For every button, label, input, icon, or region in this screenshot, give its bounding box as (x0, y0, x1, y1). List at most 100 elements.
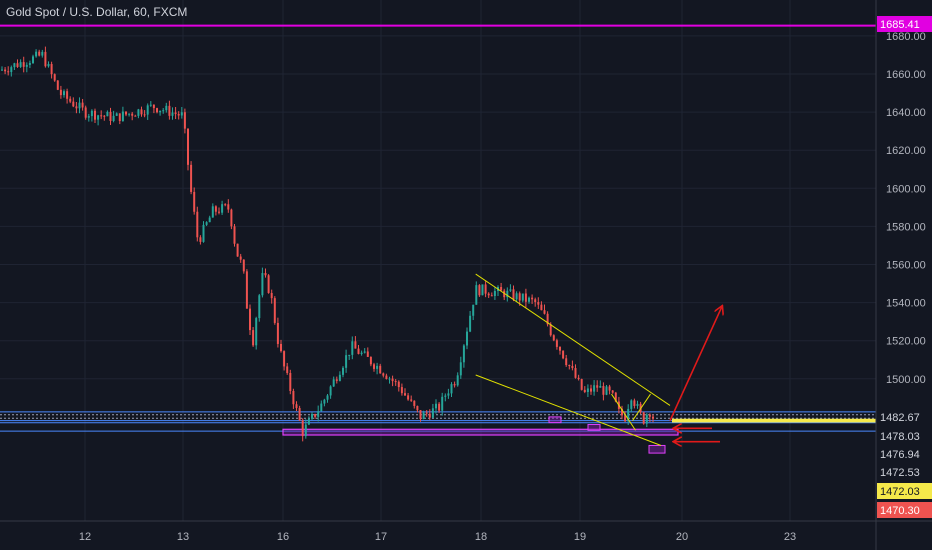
candle-body (118, 113, 121, 122)
price-label: 1482.67 (880, 412, 920, 424)
candle-body (493, 290, 496, 296)
candle-body (404, 393, 406, 396)
candle-body (593, 385, 596, 392)
candle-body (466, 331, 468, 346)
candle-body (546, 313, 549, 325)
candle-body (624, 415, 627, 422)
y-tick-label: 1640.00 (886, 107, 926, 119)
candle-body (596, 385, 599, 388)
candle-body (25, 64, 28, 67)
candle-body (137, 109, 140, 116)
candle-body (351, 341, 354, 355)
candle-body (75, 106, 78, 109)
candle-body (366, 351, 369, 357)
candle-body (286, 366, 289, 373)
candle-body (255, 318, 258, 346)
candle-body (571, 366, 574, 369)
y-tick-label: 1540.00 (886, 298, 926, 310)
candle-body (568, 364, 571, 367)
wedge-trendline (632, 393, 651, 421)
candle-body (69, 98, 72, 102)
candle-body (252, 330, 255, 346)
candle-body (258, 295, 261, 319)
candle-body (140, 109, 143, 115)
price-label-bg (877, 483, 932, 499)
candle-body (134, 115, 137, 117)
candle-body (621, 408, 623, 416)
price-label-bg (877, 16, 932, 32)
candle-body (292, 390, 295, 405)
candle-body (196, 211, 199, 238)
candle-body (190, 164, 193, 192)
channel-trendline (475, 374, 662, 446)
candle-body (357, 348, 360, 354)
price-label-bg (877, 502, 932, 518)
candle-body (280, 343, 282, 352)
candle-body (177, 113, 180, 116)
candle-body (376, 365, 379, 369)
candle-body (428, 413, 431, 418)
y-tick-label: 1680.00 (886, 31, 926, 43)
y-tick-label: 1580.00 (886, 221, 926, 233)
candle-body (515, 293, 518, 300)
candle-body (583, 389, 586, 393)
candle-body (605, 386, 608, 395)
candle-body (648, 414, 651, 417)
candle-body (599, 386, 602, 388)
candle-body (63, 91, 65, 96)
candle-body (87, 116, 90, 118)
candle-body (373, 364, 375, 369)
candle-body (320, 403, 323, 412)
candle-body (146, 105, 149, 115)
candle-body (128, 113, 131, 115)
candle-body (444, 395, 447, 397)
candle-body (38, 51, 41, 56)
candle-body (208, 217, 211, 223)
candle-body (35, 51, 38, 57)
candle-body (199, 237, 202, 242)
candle-body (338, 374, 341, 381)
candle-body (531, 297, 534, 300)
candle-body (72, 101, 75, 107)
candle-body (627, 408, 630, 422)
candle-body (363, 351, 366, 353)
candle-body (487, 293, 490, 296)
candle-body (90, 110, 93, 117)
candle-body (171, 112, 174, 116)
candle-body (159, 110, 162, 113)
candle-body (397, 381, 400, 388)
candle-body (245, 271, 248, 309)
candle-body (652, 416, 654, 419)
candle-body (47, 64, 50, 67)
candle-body (407, 395, 410, 400)
candle-body (413, 400, 416, 406)
candle-body (630, 400, 633, 409)
candle-body (438, 403, 441, 411)
candle-body (125, 111, 127, 115)
candle-body (180, 112, 183, 116)
candle-body (19, 62, 22, 67)
candle-body (577, 377, 580, 380)
candle-body (348, 354, 351, 356)
price-label: 1685.41 (880, 19, 920, 31)
candle-body (500, 286, 503, 291)
candle-body (168, 105, 171, 116)
candle-body (22, 62, 25, 67)
candle-body (165, 105, 168, 111)
candle-body (559, 346, 561, 351)
candle-body (221, 204, 224, 213)
candle-body (84, 107, 87, 118)
candle-body (447, 393, 450, 396)
x-tick-label: 23 (784, 531, 796, 543)
candle-body (506, 290, 509, 298)
highlight-box (548, 416, 562, 424)
candle-body (193, 191, 196, 212)
candle-body (590, 388, 592, 392)
candle-body (549, 324, 552, 336)
candle-body (233, 226, 236, 244)
candle-body (295, 404, 298, 409)
candle-body (552, 335, 555, 341)
candle-body (239, 256, 242, 260)
